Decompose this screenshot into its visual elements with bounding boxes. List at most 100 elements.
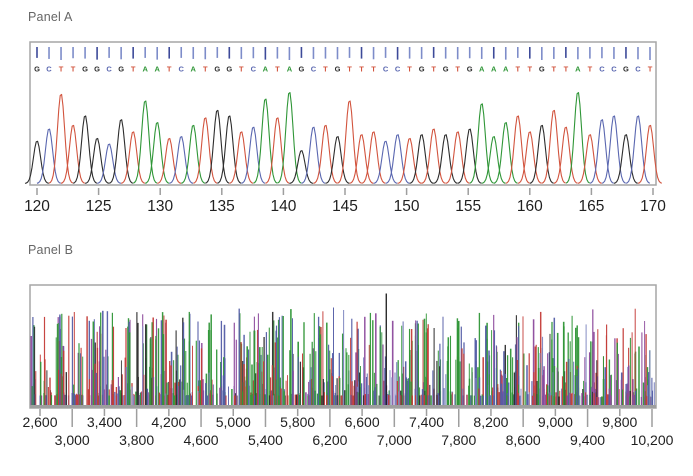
base-letter: T <box>347 65 352 74</box>
axis-tick-label: 5,000 <box>216 414 251 430</box>
trace-peak <box>565 92 590 184</box>
base-letter: A <box>154 65 160 74</box>
axis-tick-label: 4,600 <box>184 432 219 448</box>
axis-tick-label: 135 <box>209 198 235 215</box>
base-letter: C <box>311 65 317 74</box>
axis-tick-label: 6,200 <box>312 432 347 448</box>
base-letter: T <box>407 65 412 74</box>
axis-tick-label: 9,000 <box>538 414 573 430</box>
base-letter: T <box>239 65 244 74</box>
trace-peak <box>349 134 374 184</box>
panel-a-frame <box>29 41 657 186</box>
axis-tick-label: 165 <box>578 198 604 215</box>
base-letter: A <box>491 65 497 74</box>
trace-peak <box>529 124 554 184</box>
axis-tick-label: 150 <box>394 198 420 215</box>
trace-peak <box>60 124 86 184</box>
trace-peak <box>409 134 434 184</box>
trace-peak <box>217 115 242 184</box>
trace-peak <box>445 131 470 184</box>
base-letter: A <box>479 65 485 74</box>
trace-peak <box>325 136 350 184</box>
base-letter: C <box>395 65 401 74</box>
base-letter: A <box>142 65 148 74</box>
base-letter: G <box>419 65 425 74</box>
noise-trace <box>30 293 655 406</box>
base-letter: T <box>275 65 280 74</box>
axis-tick-label: 125 <box>86 198 112 215</box>
base-letter: G <box>299 65 305 74</box>
trace-peak <box>505 115 530 184</box>
base-letter: G <box>82 65 88 74</box>
trace-peak <box>157 137 182 184</box>
base-letter: T <box>588 65 593 74</box>
trace-peak <box>229 131 254 184</box>
base-letter: G <box>118 65 124 74</box>
trace-peak <box>84 137 110 184</box>
axis-tick-label: 170 <box>640 198 666 215</box>
panel-b-x-axis: 2,600 3,000 3,400 3,800 4,200 4,600 5,000 5,400… <box>22 409 674 448</box>
base-letter: C <box>46 65 52 74</box>
axis-tick-label: 7,000 <box>377 432 412 448</box>
base-letter: T <box>59 65 64 74</box>
axis-tick-label: 3,800 <box>119 432 154 448</box>
trace-peak <box>120 131 146 184</box>
trace-peak <box>108 119 134 184</box>
trace-peak <box>493 122 518 184</box>
trace-peak <box>553 126 578 184</box>
trace-peak <box>421 128 446 184</box>
base-letter: G <box>443 65 449 74</box>
panel-a-x-axis: 120 125 130 135 140 145 150 155 160 165 170 <box>24 188 666 215</box>
trace-peak <box>96 143 122 184</box>
base-letter: C <box>611 65 617 74</box>
axis-tick-label: 145 <box>332 198 358 215</box>
axis-tick-label: 9,800 <box>602 414 637 430</box>
base-letter: T <box>648 65 653 74</box>
trace-peak <box>36 128 62 184</box>
trace-peak <box>205 109 230 184</box>
base-letter: A <box>287 65 293 74</box>
trace-peak <box>277 92 302 184</box>
base-letter: A <box>263 65 269 74</box>
axis-tick-label: 9,400 <box>570 432 605 448</box>
trace-peak <box>132 100 158 184</box>
trace-peak <box>385 134 410 184</box>
trace-peak <box>433 134 458 184</box>
base-letter: T <box>323 65 328 74</box>
axis-tick-label: 4,200 <box>151 414 186 430</box>
base-letter: T <box>371 65 376 74</box>
trace-peak <box>397 137 422 184</box>
trace-peak <box>577 134 602 184</box>
trace-peak <box>337 100 362 184</box>
base-letter: T <box>359 65 364 74</box>
base-letter: G <box>539 65 545 74</box>
base-letter: G <box>467 65 473 74</box>
base-letter: T <box>71 65 76 74</box>
base-letter: C <box>179 65 185 74</box>
base-letter: T <box>131 65 136 74</box>
trace-peak <box>72 115 98 184</box>
trace-peak <box>637 124 663 184</box>
trace-peak <box>193 117 218 184</box>
base-letter: T <box>552 65 557 74</box>
base-letter: T <box>455 65 460 74</box>
base-letter: G <box>226 65 232 74</box>
trace-peak <box>301 126 326 184</box>
trace-peak <box>181 124 206 184</box>
base-letter: C <box>383 65 389 74</box>
base-letter: T <box>431 65 436 74</box>
trace-peak <box>457 128 482 184</box>
trace-peak <box>517 131 542 184</box>
base-letter: G <box>94 65 100 74</box>
trace-peak <box>253 98 278 184</box>
trace-peak <box>613 134 638 184</box>
axis-tick-label: 120 <box>24 198 50 215</box>
trace-peak <box>24 140 49 184</box>
trace-peak <box>289 150 314 184</box>
base-letter: T <box>203 65 208 74</box>
trace-peak <box>265 117 290 184</box>
base-letter: G <box>335 65 341 74</box>
trace-peak <box>241 126 266 184</box>
axis-tick-label: 8,200 <box>473 414 508 430</box>
